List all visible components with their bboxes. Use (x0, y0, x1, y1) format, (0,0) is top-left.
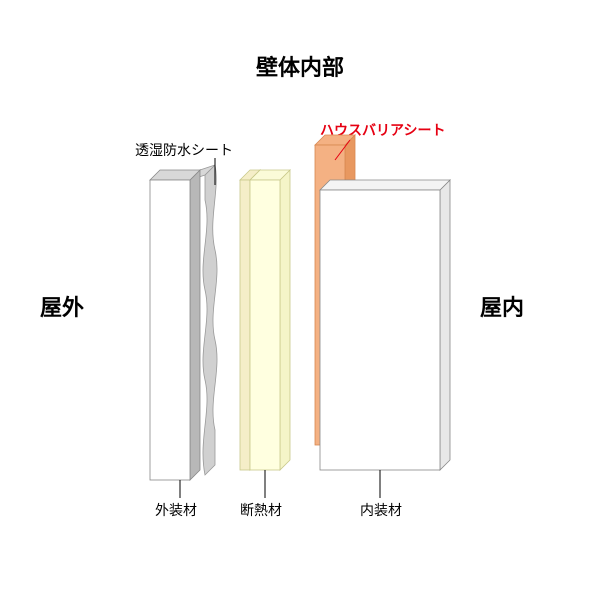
exterior-layer (150, 170, 200, 480)
inside-label: 屋内 (480, 290, 524, 322)
diagram-title: 壁体内部 (256, 50, 344, 82)
wall-layers-diagram (120, 130, 480, 510)
insulation-layer (250, 170, 290, 470)
outside-label: 屋外 (40, 290, 84, 322)
interior-layer (320, 180, 450, 470)
